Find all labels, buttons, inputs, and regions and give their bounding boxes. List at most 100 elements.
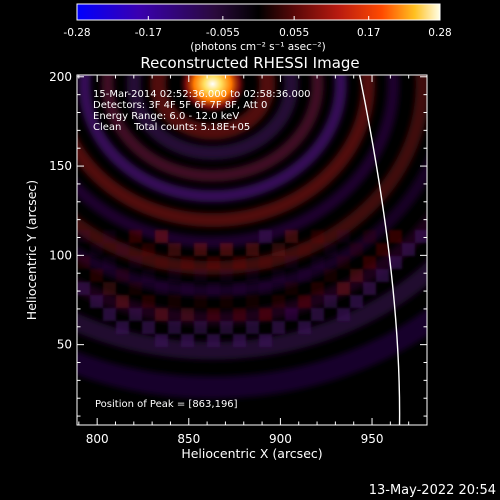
- sidelobe-cell: [103, 256, 116, 269]
- sidelobe-cell: [246, 243, 259, 256]
- sidelobe-cell: [259, 256, 272, 269]
- colorbar: -0.28 -0.17 -0.055 0.055 0.17 0.28 (photons c…: [63, 3, 452, 53]
- sidelobe-cell: [259, 282, 272, 295]
- colorbar-tick-label: 0.055: [279, 27, 309, 39]
- sidelobe-cell: [168, 243, 181, 256]
- sidelobe-cell: [220, 321, 233, 334]
- time-range-text: 15-Mar-2014 02:52:36.000 to 02:58:36.000: [93, 89, 311, 100]
- peak-position-text: Position of Peak = [863,196]: [95, 399, 238, 410]
- sidelobe-cell: [415, 230, 427, 243]
- sidelobe-cell: [311, 230, 324, 243]
- sidelobe-cell: [220, 243, 233, 256]
- sidelobe-cell: [376, 243, 389, 256]
- x-tick-label: 950: [361, 432, 384, 446]
- sidelobe-cell: [285, 256, 298, 269]
- y-tick-label: 100: [49, 248, 72, 262]
- sidelobe-cell: [116, 321, 129, 334]
- y-tick-label: 50: [57, 338, 72, 352]
- sidelobe-cell: [207, 256, 220, 269]
- colorbar-tick-label: -0.28: [63, 27, 90, 39]
- x-tick-label: 850: [177, 432, 200, 446]
- sidelobe-cell: [324, 295, 337, 308]
- x-axis-tick-labels: 800 850 900 950: [86, 432, 384, 446]
- sidelobe-cell: [220, 295, 233, 308]
- sidelobe-cell: [337, 256, 350, 269]
- sidelobe-cell: [337, 230, 350, 243]
- emission-peak: [178, 75, 247, 114]
- emission-band: [101, 75, 324, 182]
- sidelobe-cell: [77, 256, 90, 269]
- sidelobe-cell: [389, 256, 402, 269]
- plot-frame: [76, 74, 428, 426]
- sidelobe-cell: [90, 295, 103, 308]
- sidelobe-cell: [129, 308, 142, 321]
- sidelobe-cell: [181, 282, 194, 295]
- sidelobe-cell: [285, 282, 298, 295]
- sidelobe-cell: [324, 269, 337, 282]
- sidelobe-cell: [181, 334, 194, 347]
- emission-band: [77, 75, 375, 228]
- sidelobe-cell: [272, 295, 285, 308]
- sidelobe-cell: [259, 308, 272, 321]
- sidelobe-cell: [376, 269, 389, 282]
- sidelobe-cell: [129, 282, 142, 295]
- sidelobe-cell: [285, 308, 298, 321]
- sidelobe-cell: [116, 295, 129, 308]
- sidelobe-cell: [168, 295, 181, 308]
- image-area: [77, 75, 427, 425]
- sidelobe-cell: [337, 282, 350, 295]
- sidelobe-cell: [402, 243, 415, 256]
- sidelobe-cell: [155, 256, 168, 269]
- sidelobe-cell: [298, 321, 311, 334]
- sidelobe-cell: [233, 308, 246, 321]
- sidelobe-cell: [272, 243, 285, 256]
- sidelobe-cell: [259, 334, 272, 347]
- colorbar-gradient: [76, 3, 441, 21]
- sidelobe-cell: [350, 243, 363, 256]
- sidelobe-cell: [194, 321, 207, 334]
- sidelobe-cell: [129, 256, 142, 269]
- colorbar-tick-label: -0.055: [206, 27, 240, 39]
- footer-date: 13-May-2022 20:54: [369, 483, 496, 498]
- sidelobe-cell: [311, 282, 324, 295]
- sidelobe-cell: [194, 269, 207, 282]
- sidelobe-cell: [311, 308, 324, 321]
- sidelobe-cell: [90, 269, 103, 282]
- sidelobe-cell: [168, 269, 181, 282]
- emission-band: [77, 75, 400, 249]
- sidelobe-cell: [285, 230, 298, 243]
- y-axis-ticks: [77, 76, 427, 417]
- sidelobe-cell: [246, 269, 259, 282]
- sidelobe-cell: [324, 243, 337, 256]
- sidelobe-cell: [311, 256, 324, 269]
- sidelobe-cell: [77, 282, 90, 295]
- sidelobe-cell: [350, 295, 363, 308]
- x-tick-label: 900: [269, 432, 292, 446]
- sidelobe-cell: [168, 321, 181, 334]
- sidelobe-cell: [142, 321, 155, 334]
- colorbar-unit-label: (photons cm⁻² s⁻¹ asec⁻²): [190, 41, 325, 53]
- sidelobe-cell: [116, 269, 129, 282]
- colorbar-tick-label: 0.17: [357, 27, 380, 39]
- sidelobe-cell: [194, 243, 207, 256]
- x-tick-label: 800: [86, 432, 109, 446]
- info-annotations: 15-Mar-2014 02:52:36.000 to 02:58:36.000…: [93, 89, 311, 410]
- y-axis-label: Heliocentric Y (arcsec): [24, 180, 39, 320]
- x-axis-label: Heliocentric X (arcsec): [181, 446, 322, 461]
- sidelobe-pattern: [77, 230, 427, 347]
- colorbar-tick-label: 0.28: [428, 27, 451, 39]
- sidelobe-cell: [90, 243, 103, 256]
- colorbar-ticks: [76, 16, 441, 20]
- sidelobe-cell: [350, 269, 363, 282]
- sidelobe-cell: [389, 230, 402, 243]
- sidelobe-cell: [207, 308, 220, 321]
- sidelobe-cell: [142, 243, 155, 256]
- sidelobe-cell: [142, 269, 155, 282]
- sidelobe-cell: [233, 334, 246, 347]
- emission-band: [78, 75, 347, 203]
- y-tick-label: 200: [49, 70, 72, 84]
- clean-counts-text: Clean Total counts: 5.18E+05: [93, 122, 250, 133]
- sidelobe-cell: [298, 269, 311, 282]
- sidelobe-cell: [337, 308, 350, 321]
- chart-title: Reconstructed RHESSI Image: [140, 54, 359, 72]
